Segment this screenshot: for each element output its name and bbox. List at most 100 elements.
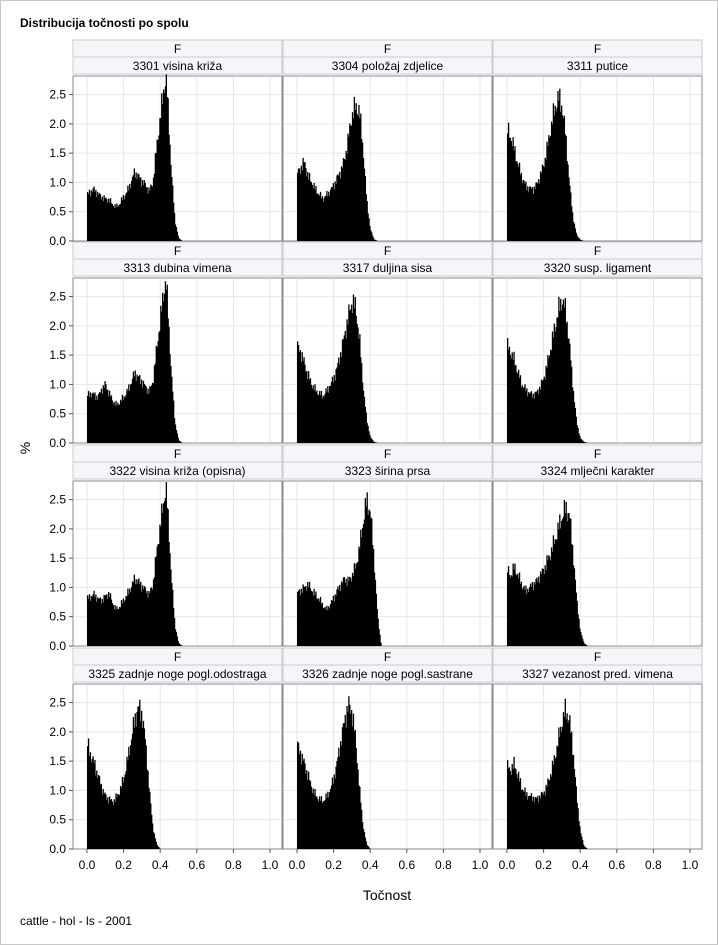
- histogram-bar: [373, 572, 376, 646]
- histogram-bar: [156, 844, 158, 849]
- histogram-bar: [519, 375, 522, 443]
- histogram-bar: [567, 513, 569, 646]
- histogram-bar: [543, 791, 545, 849]
- histogram-bar: [368, 509, 370, 646]
- histogram-bar: [334, 181, 336, 241]
- histogram-bar: [110, 395, 113, 443]
- facet-group-label: F: [594, 42, 601, 56]
- histogram-bar: [111, 400, 114, 443]
- histogram-bar: [112, 604, 114, 646]
- histogram-bar: [159, 330, 161, 443]
- y-tick-label: 2.5: [49, 696, 66, 710]
- histogram-bar: [583, 846, 586, 849]
- histogram-bar: [371, 518, 373, 646]
- histogram-bar: [310, 182, 313, 241]
- histogram-bar: [342, 577, 345, 646]
- histogram-bar: [581, 240, 583, 241]
- x-tick-label: 0.6: [188, 858, 205, 872]
- histogram-bar: [342, 339, 345, 443]
- histogram-bar: [90, 190, 92, 241]
- histogram-bar: [327, 610, 329, 646]
- histogram-bar: [318, 601, 321, 646]
- histogram-bar: [297, 341, 299, 443]
- histogram-bar: [366, 492, 368, 646]
- histogram-bar: [92, 188, 94, 241]
- histogram-bar: [584, 847, 587, 849]
- histogram-bar: [336, 760, 338, 849]
- histogram-bar: [148, 787, 150, 849]
- histogram-bar: [325, 609, 327, 646]
- histogram-bar: [117, 206, 119, 241]
- histogram-bar: [579, 628, 581, 646]
- histogram-bar: [318, 395, 320, 443]
- histogram-bar: [315, 796, 317, 849]
- histogram-bar: [342, 723, 345, 849]
- histogram-bar: [318, 390, 321, 443]
- histogram-bar: [580, 833, 582, 849]
- histogram-bar: [526, 593, 528, 646]
- histogram-bar: [122, 399, 124, 443]
- histogram-bar: [116, 203, 118, 241]
- histogram-bar: [339, 171, 341, 241]
- facet-panel: F 3317 duljina sisa: [282, 241, 493, 444]
- histogram-bar: [542, 379, 544, 443]
- histogram-bar: [137, 173, 139, 241]
- histogram-bar: [526, 190, 528, 241]
- histogram-bar: [338, 589, 340, 646]
- histogram-bar: [517, 369, 520, 443]
- histogram-bar: [375, 240, 378, 241]
- histogram-bar: [312, 385, 314, 443]
- histogram-bar: [531, 187, 534, 241]
- histogram-bar: [348, 696, 350, 849]
- histogram-bar: [301, 352, 303, 443]
- histogram-bar: [378, 629, 380, 646]
- histogram-bar: [523, 585, 525, 646]
- histogram-bar: [175, 429, 178, 443]
- histogram-bar: [360, 802, 362, 849]
- histogram-bar: [121, 603, 124, 646]
- histogram-bar: [577, 614, 579, 646]
- histogram-bar: [308, 581, 311, 646]
- histogram-bar: [336, 175, 338, 241]
- x-tick-label: 0.8: [645, 858, 662, 872]
- histogram-bar: [87, 598, 90, 646]
- histogram-bar: [568, 720, 570, 849]
- histogram-bar: [163, 501, 166, 646]
- histogram-bar: [339, 756, 341, 849]
- histogram-bar: [509, 137, 512, 241]
- histogram-bar: [152, 177, 155, 241]
- histogram-bar: [118, 608, 120, 646]
- histogram-bar: [507, 572, 509, 646]
- histogram-bar: [318, 195, 321, 241]
- histogram-bar: [93, 186, 95, 241]
- histogram-bar: [175, 632, 178, 646]
- histogram-bar: [173, 608, 175, 646]
- histogram-bar: [562, 712, 565, 849]
- histogram-bar: [301, 592, 303, 646]
- histogram-bar: [341, 168, 344, 241]
- histogram-bar: [326, 391, 328, 443]
- histogram-bar: [368, 218, 370, 241]
- histogram-bar: [146, 393, 148, 443]
- histogram-bar: [367, 846, 369, 849]
- histogram-bar: [579, 436, 581, 443]
- histogram-bar: [151, 385, 153, 443]
- histogram-bar: [98, 392, 101, 443]
- facet-panel: F 3325 zadnje noge pogl.odostraga 0.0 0.5 1.…: [49, 647, 283, 872]
- histogram-bar: [151, 186, 154, 241]
- histogram-bar: [146, 187, 148, 241]
- histogram-bar: [171, 177, 173, 241]
- histogram-bar: [133, 574, 135, 646]
- histogram-bar: [560, 726, 562, 849]
- histogram-bar: [130, 383, 133, 443]
- facet-panel: F 3326 zadnje noge pogl.sastrane 0.0 0.2 0.4…: [282, 647, 493, 872]
- histogram-bar: [149, 593, 151, 646]
- histogram-bar: [518, 572, 521, 646]
- histogram-bar: [362, 158, 365, 241]
- histogram-bar: [566, 521, 568, 646]
- histogram-bar: [333, 189, 335, 241]
- histogram-bar: [117, 609, 119, 646]
- facet-panel: F 3304 položaj zdjelice: [282, 39, 493, 242]
- histogram-bar: [580, 239, 582, 241]
- histogram-bar: [160, 118, 162, 241]
